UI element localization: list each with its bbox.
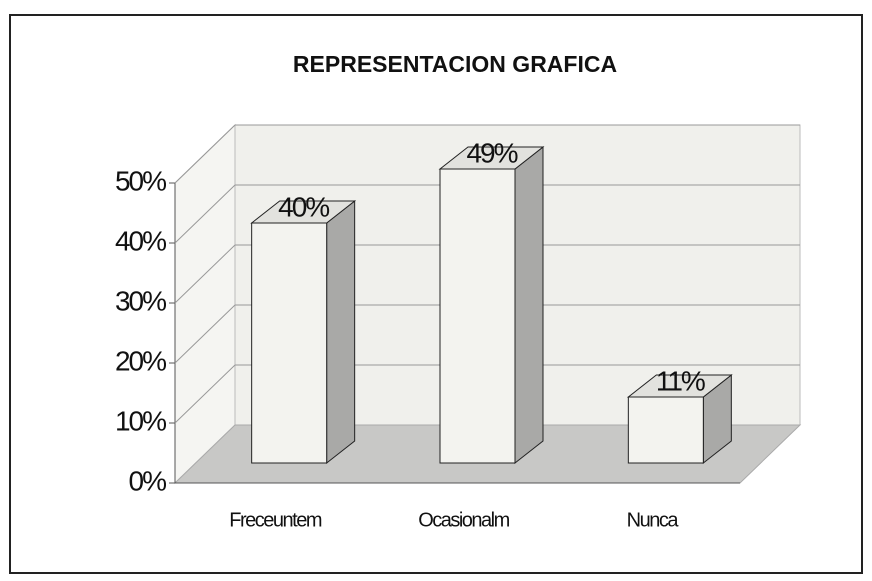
bar (627, 396, 704, 464)
side-wall (174, 123, 236, 485)
y-tick-label: 0% (129, 465, 167, 496)
grid-line (174, 244, 236, 304)
x-tick-label: Ocasionalm (418, 509, 509, 531)
bar (439, 168, 516, 464)
bar-side (514, 145, 544, 465)
data-label: 49% (466, 137, 517, 168)
y-tick-label: 10% (115, 405, 166, 436)
grid-line (174, 124, 236, 184)
data-label: 11% (656, 365, 705, 396)
bar (251, 222, 328, 464)
y-tick-label: 30% (115, 285, 166, 316)
y-tick-label: 40% (115, 225, 166, 256)
grid-line (174, 304, 236, 364)
bar-side (326, 199, 356, 465)
data-label: 40% (278, 191, 329, 222)
x-tick-label: Freceuntem (229, 509, 322, 531)
y-tick-label: 50% (115, 165, 166, 196)
x-tick-label: Nunca (627, 509, 680, 531)
grid-line (174, 364, 236, 424)
chart-title: REPRESENTACION GRAFICA (293, 51, 617, 77)
grid-line (174, 184, 236, 244)
y-tick-label: 20% (115, 345, 166, 376)
